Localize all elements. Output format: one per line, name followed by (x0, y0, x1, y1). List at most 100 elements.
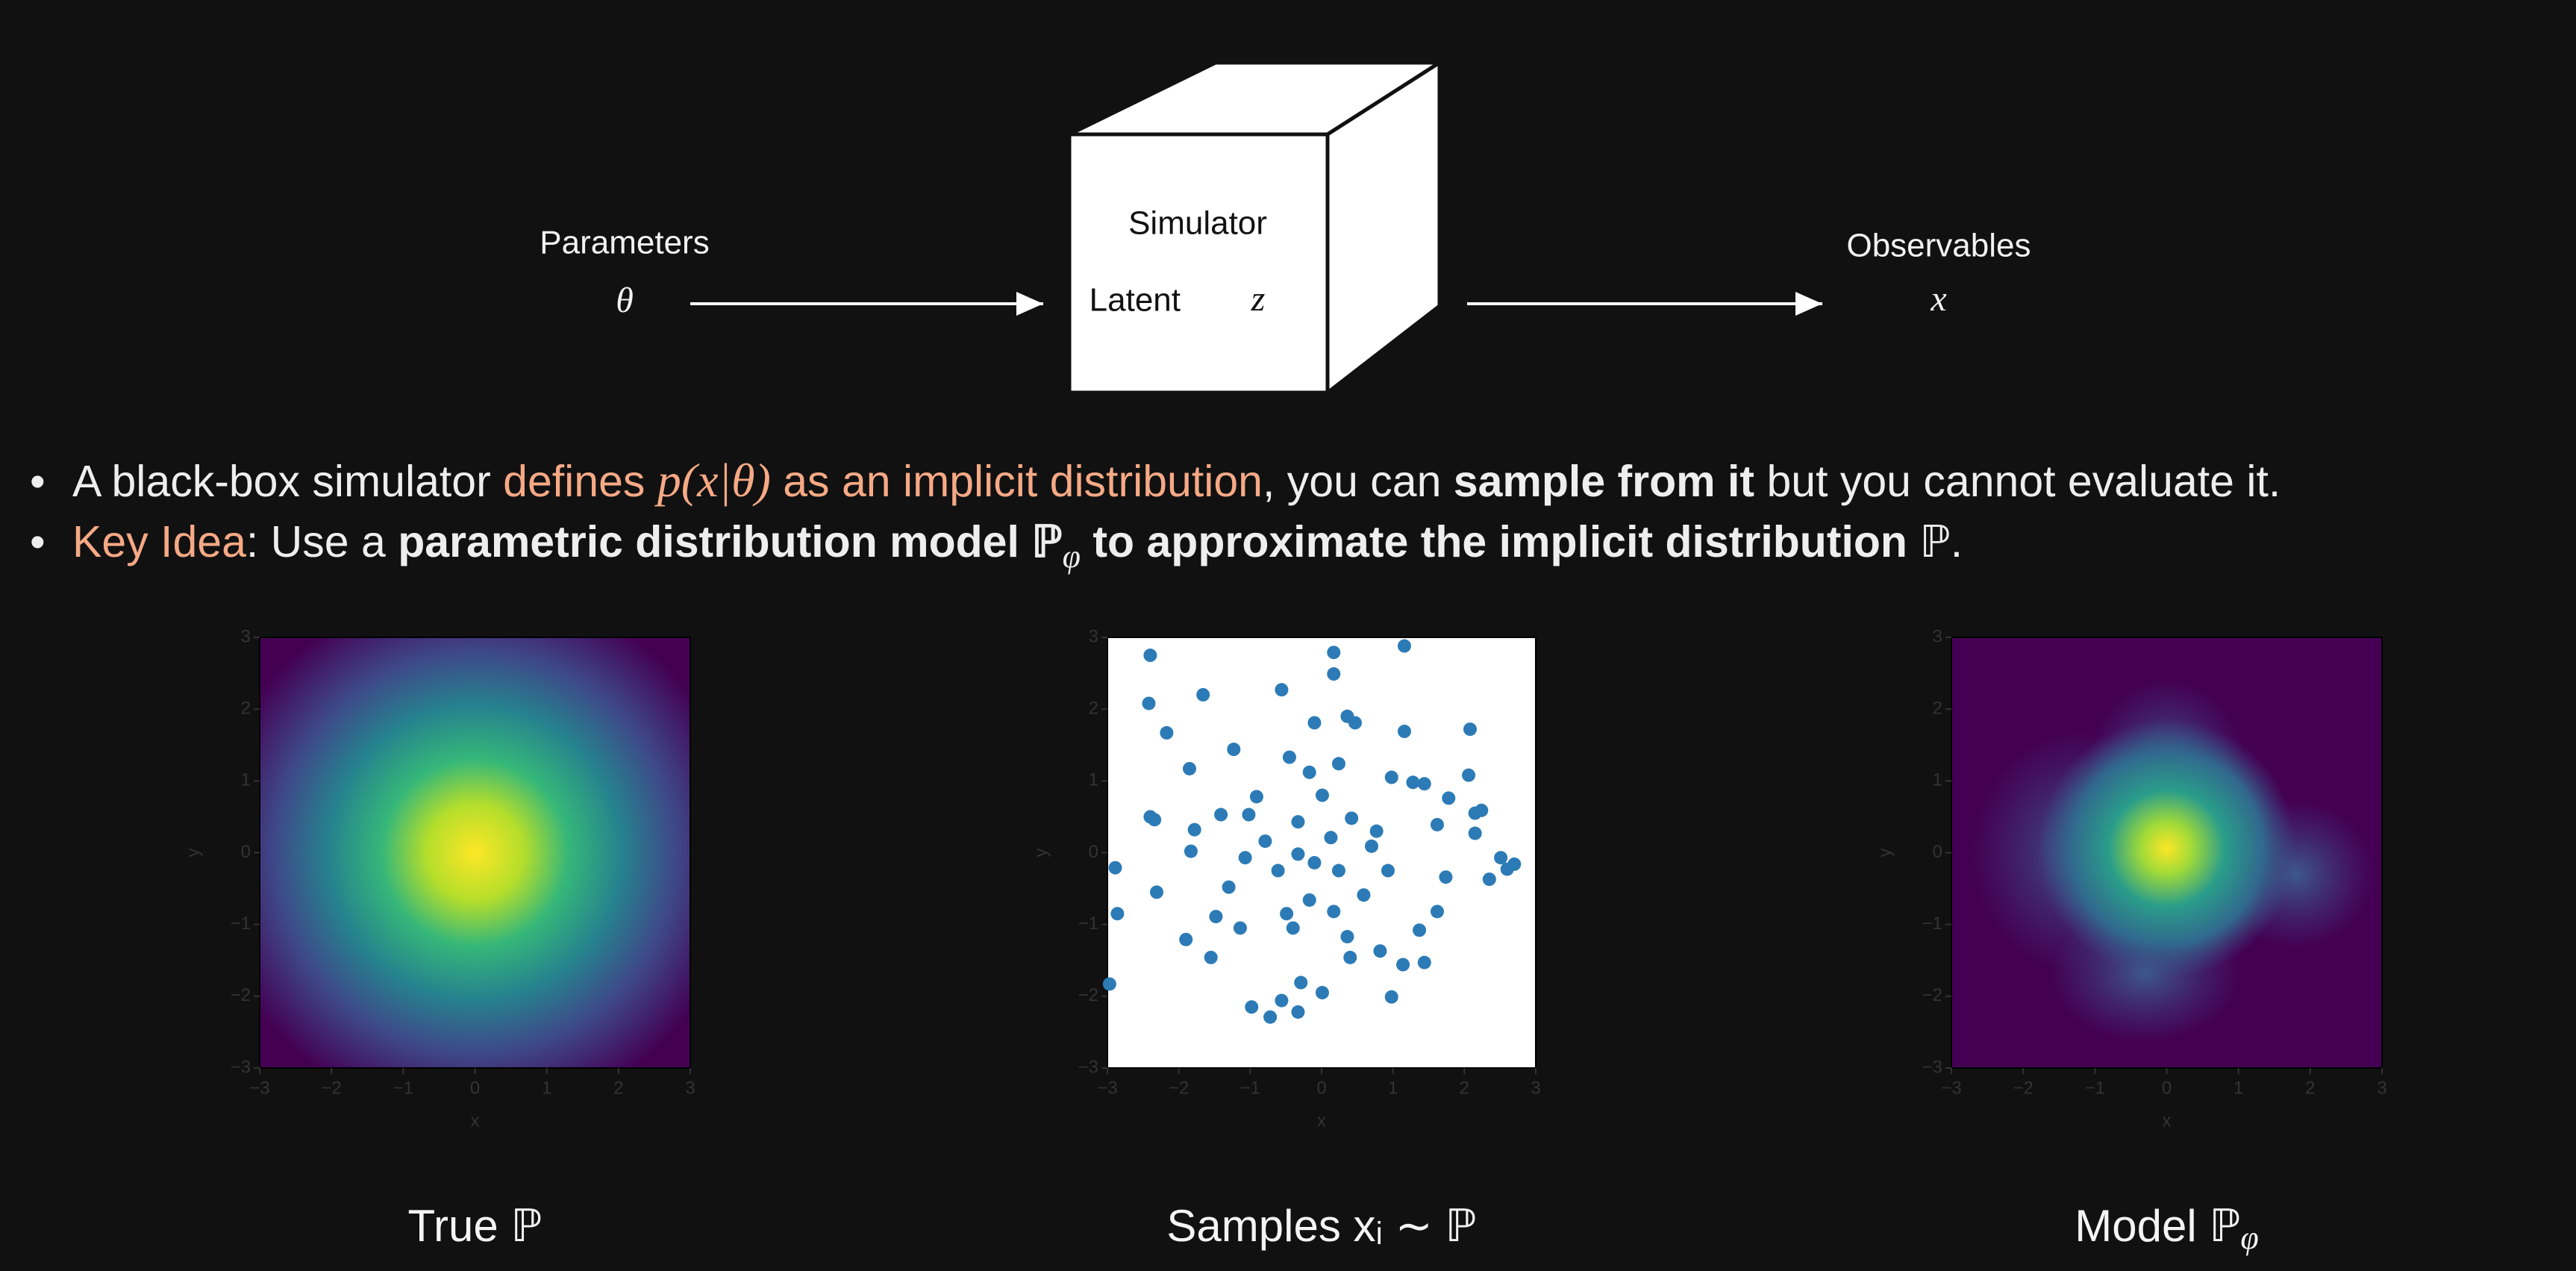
y-axis-label: y (1875, 849, 1895, 858)
point (1179, 932, 1193, 946)
x-axis-label: x (1317, 1111, 1326, 1131)
y-axis-label: y (1031, 849, 1051, 858)
x-tick-label: 3 (1531, 1078, 1540, 1098)
point (1482, 872, 1496, 887)
density-image (260, 637, 690, 1068)
y-tick-label: 2 (241, 699, 251, 719)
point (1364, 839, 1378, 853)
y-tick-label: −1 (1922, 914, 1942, 934)
point (1183, 761, 1197, 775)
x-tick-label: 1 (2233, 1078, 2243, 1098)
y-tick-label: 1 (1089, 770, 1098, 790)
bullet: • A black-box simulator defines p(x|θ) as… (30, 452, 2567, 513)
x-tick-label: −2 (321, 1078, 341, 1098)
y-tick-label: 1 (1933, 770, 1942, 790)
point (1160, 725, 1174, 740)
point (1417, 777, 1431, 791)
y-tick-label: −2 (1922, 985, 1942, 1005)
point (1302, 893, 1316, 907)
point (1150, 885, 1164, 899)
point (1108, 861, 1122, 875)
text-segment: p(x|θ) (657, 454, 771, 507)
output-label: Observables (1846, 228, 2031, 264)
point (1494, 851, 1508, 865)
point (1315, 986, 1329, 1000)
input-symbol: θ (616, 281, 634, 320)
point (1242, 808, 1256, 822)
x-axis-label: x (2163, 1111, 2172, 1131)
text-segment: to approximate the implicit distribution (1081, 517, 1920, 566)
point (1275, 993, 1289, 1008)
point (1468, 826, 1482, 840)
x-tick-label: 1 (1388, 1078, 1398, 1098)
point (1507, 857, 1522, 871)
x-tick-label: 0 (2162, 1078, 2172, 1098)
point (1475, 803, 1489, 817)
point (1275, 683, 1289, 697)
point (1430, 905, 1444, 919)
point (1196, 687, 1210, 702)
box-title: Simulator (1128, 205, 1267, 242)
point (1397, 639, 1411, 653)
point (1233, 921, 1247, 935)
density-image (1951, 637, 2382, 1068)
x-axis-label: x (471, 1111, 480, 1131)
y-tick-label: 1 (241, 770, 251, 790)
x-tick-label: 0 (470, 1078, 480, 1098)
y-tick-label: 3 (1933, 626, 1942, 646)
x-tick-label: 2 (613, 1078, 623, 1098)
point (1263, 1010, 1278, 1024)
x-tick-label: 2 (1460, 1078, 1469, 1098)
text-segment: φ (1062, 538, 1081, 575)
point (1345, 811, 1359, 825)
x-tick-label: 3 (685, 1078, 695, 1098)
point (1294, 975, 1308, 990)
x-tick-label: 1 (542, 1078, 551, 1098)
y-tick-label: 3 (241, 626, 251, 646)
text-segment: but you cannot evaluate it. (1754, 457, 2281, 506)
point (1291, 815, 1305, 829)
y-axis-label: y (183, 849, 203, 858)
y-tick-label: −3 (1922, 1057, 1942, 1077)
point (1307, 855, 1322, 869)
point (1315, 788, 1329, 802)
point (1143, 649, 1157, 663)
y-tick-label: −2 (1078, 985, 1098, 1005)
text-segment: : Use a (246, 517, 398, 566)
bullet-dot: • (30, 457, 46, 506)
x-tick-label: 2 (2305, 1078, 2315, 1098)
x-tick-label: −3 (1097, 1078, 1117, 1098)
point (1381, 864, 1395, 878)
bullet-dot: • (30, 517, 46, 566)
text-segment: ℙ (1031, 517, 1063, 566)
plot: −3 −2 −1 0 1 2 3 −3 −2 −1 0 1 2 3 x y Model ℙφ (1875, 626, 2386, 1256)
y-tick-label: 3 (1089, 626, 1098, 646)
plot-caption: Model ℙφ (2075, 1201, 2259, 1256)
plot-background (1107, 637, 1536, 1068)
text-segment: Key Idea (72, 517, 246, 566)
point (1258, 834, 1272, 849)
point (1462, 768, 1476, 782)
point (1340, 930, 1354, 944)
point (1430, 817, 1444, 831)
output-symbol: x (1930, 279, 1946, 319)
point (1413, 923, 1427, 937)
caption-text: Samples xᵢ ∼ ℙ (1166, 1201, 1476, 1251)
point (1102, 977, 1116, 991)
latent-symbol: z (1251, 279, 1266, 319)
point (1187, 822, 1201, 837)
point (1369, 824, 1384, 838)
point (1331, 757, 1345, 771)
point (1302, 765, 1316, 779)
point (1397, 724, 1411, 738)
text-segment: sample from it (1453, 457, 1755, 506)
point (1204, 950, 1218, 964)
point (1327, 667, 1341, 681)
point (1307, 716, 1322, 730)
plot: −3 −2 −1 0 1 2 3 −3 −2 −1 0 1 2 3 x y True ℙ (183, 626, 695, 1251)
point (1245, 1000, 1259, 1014)
point (1286, 921, 1300, 935)
bullet-list: • A black-box simulator defines p(x|θ) as… (30, 452, 2567, 575)
x-tick-label: −2 (2013, 1078, 2033, 1098)
